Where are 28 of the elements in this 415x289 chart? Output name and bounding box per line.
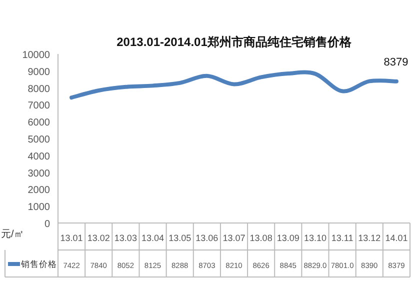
x-tick-label: 14.01 [385,233,408,243]
y-tick-label: 0 [44,219,50,230]
y-tick-label: 5000 [28,134,50,146]
x-tick-label: 13.08 [250,233,272,243]
x-tick-label: 13.10 [304,233,326,243]
y-tick-label: 10000 [22,50,50,61]
y-tick-label: 1000 [28,202,50,214]
x-tick-label: 13.04 [142,233,164,243]
x-tick-label: 13.02 [87,233,110,243]
y-tick-label: 3000 [28,168,50,180]
y-tick-label: 8000 [28,84,50,95]
x-tick-label: 13.03 [114,233,137,243]
x-tick-label: 13.06 [196,233,218,243]
y-tick-label: 7000 [28,100,50,112]
legend-label: 销售价格 [20,259,57,269]
y-tick-label: 9000 [28,66,50,78]
x-tick-label: 13.07 [222,233,246,243]
annotation: 8379 [384,56,408,68]
y-tick-label: 4000 [28,151,50,162]
y-tick-label: 2000 [28,185,50,196]
x-tick-label: 13.09 [276,233,300,243]
y-axis-title: 元/㎡ [1,229,24,240]
x-tick-label: 13.01 [60,233,83,243]
x-tick-label: 13.12 [358,233,381,243]
y-tick-label: 6000 [28,118,50,129]
x-tick-label: 13.11 [331,233,354,243]
chart-title: 2013.01-2014.01郑州市商品纯住宅销售价格 [116,35,352,49]
x-tick-label: 13.05 [168,233,192,243]
